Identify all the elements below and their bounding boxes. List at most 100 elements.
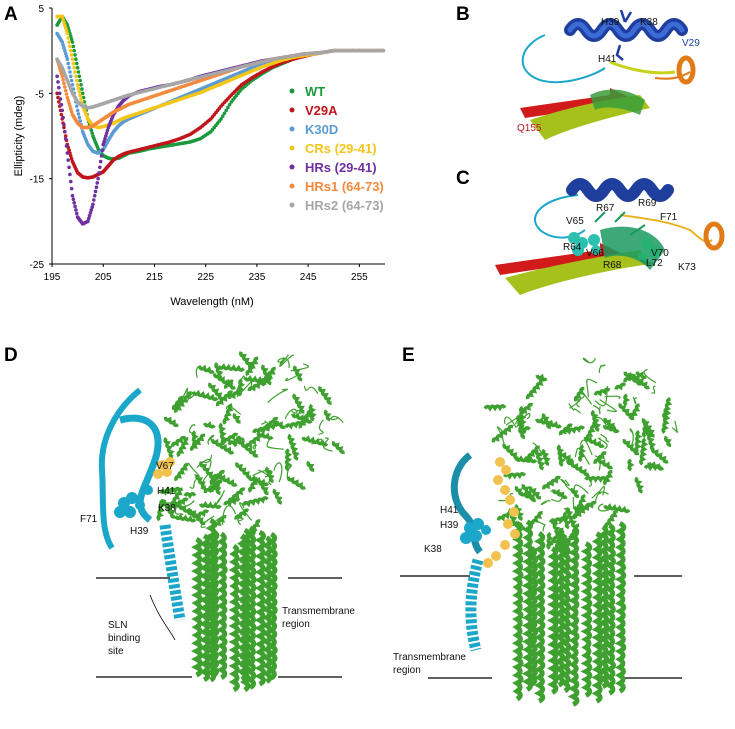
x-tick-label: 255 [351,272,368,283]
loop [252,444,258,450]
data-point [98,165,102,170]
loop [597,503,617,512]
cd-chart: 5 -5 -15 -25 195 205 215 225 235 245 255 Waveleng… [13,4,386,308]
data-point [63,88,68,93]
data-point [63,85,67,89]
cyto-helix [210,438,235,455]
cyto-helix [558,451,574,463]
legend-entry: K30D [305,122,338,137]
x-tick-label: 245 [300,272,317,283]
cyto-helix [215,390,234,407]
cyto-helix [618,403,635,421]
cyto-helix [641,417,655,438]
cyto-helix [213,514,227,528]
cyto-helix [287,433,300,461]
loop [594,385,609,407]
legend-entry: CRs (29-41) [305,141,377,156]
data-point [64,28,69,33]
cyto-helix [247,475,270,487]
loop [572,497,587,511]
cyto-helix [292,365,303,382]
series-group [55,14,386,226]
data-point [222,111,227,116]
structure-d: V67 H41 K38 F71 H39 SLN binding site Tra… [80,351,355,693]
label-r64: R64 [563,242,582,253]
loop-cyan-b [521,34,606,84]
data-point [62,125,66,130]
label-v65: V65 [566,216,584,227]
loop [221,505,237,525]
loop [598,437,608,450]
yellow-spheres-d [153,457,175,479]
data-point [68,70,72,74]
loop [236,380,253,398]
data-point [76,70,81,74]
loop [585,472,592,487]
data-point [68,31,72,36]
loop [505,417,519,426]
legend-entry: HRs2 (64-73) [305,198,384,213]
data-point [64,54,69,59]
cyto-helix [212,373,236,390]
cyto-helix [603,417,617,431]
x-tick-label: 205 [95,272,112,283]
data-point [220,114,225,118]
cyto-helix [262,366,276,387]
alpha-helix-blue-c [566,178,674,202]
data-point [86,216,91,221]
cyto-helix [248,476,259,493]
sln-binding-site-pointer [149,594,176,641]
data-point [61,43,65,47]
cyto-helix [323,409,332,422]
data-point [73,70,77,74]
data-point [103,134,108,138]
data-point [73,204,77,209]
label-k38-b: K38 [640,17,658,28]
loop [179,500,195,508]
panel-label-a: A [4,4,18,25]
label-f71: F71 [660,212,678,223]
loop [569,395,581,409]
cyto-helix [562,425,586,435]
tm-helix [239,527,252,693]
data-point [78,93,82,98]
legend-marker [289,164,295,170]
data-point [102,139,106,144]
data-point [65,31,70,36]
tm-helix [553,531,566,688]
y-tick-label: 5 [38,4,44,15]
label-h41-e: H41 [440,505,459,516]
label-f71-d: F71 [80,514,98,525]
label-region-d: region [282,619,310,630]
data-point [63,51,68,56]
label-l72: L72 [646,258,663,269]
loop [177,387,188,405]
data-point [224,108,228,113]
cyto-helix [195,474,206,490]
loop [564,483,577,494]
loop [239,502,253,521]
data-point [67,28,71,33]
loop [574,447,590,465]
label-site: site [108,646,124,657]
data-point [88,211,93,215]
legend-entry: V29A [305,103,338,118]
cyto-helix [217,474,238,487]
cyto-helix [548,516,567,525]
cyto-helix [491,424,514,443]
data-point [92,198,96,202]
cyto-helix [173,391,192,414]
loop [598,364,606,373]
tm-helix [525,546,538,687]
loop [514,456,526,462]
structure-e: H41 H39 K38 Transmembrane region [393,357,682,707]
cyto-helix [502,443,520,460]
cyto-helix [583,436,605,449]
data-point [92,193,97,198]
loop [323,437,333,452]
cyto-helix [218,422,228,446]
data-point [70,57,75,61]
data-point [67,40,71,44]
loop [595,416,611,426]
